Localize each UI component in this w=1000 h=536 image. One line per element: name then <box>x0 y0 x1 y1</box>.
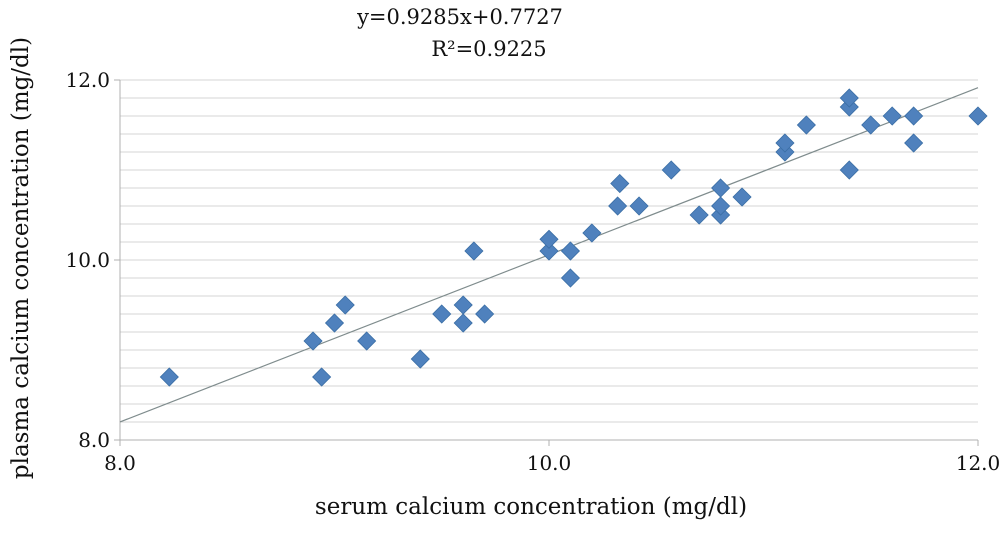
data-point <box>882 106 902 126</box>
data-point <box>312 367 332 387</box>
data-point <box>839 88 859 108</box>
axis-ticks: 8.0 10.0 12.0 8.0 10.0 12.0 <box>65 68 1000 475</box>
data-point <box>711 178 731 198</box>
data-point <box>357 331 377 351</box>
data-point <box>475 304 495 324</box>
x-axis-title: serum calcium concentration (mg/dl) <box>315 494 747 520</box>
data-point <box>861 115 881 135</box>
y-tick-label: 8.0 <box>78 428 110 452</box>
data-point <box>608 196 628 216</box>
data-point <box>453 295 473 315</box>
y-tick-label: 12.0 <box>65 68 110 92</box>
data-point <box>582 223 602 243</box>
data-point <box>303 331 323 351</box>
data-point <box>324 313 345 333</box>
x-tick-label: 12.0 <box>956 451 1000 475</box>
data-point <box>335 295 355 315</box>
data-point <box>732 187 752 207</box>
data-point <box>968 106 988 126</box>
data-point <box>539 229 559 249</box>
data-point <box>610 173 630 194</box>
data-point <box>629 196 649 216</box>
data-points <box>159 88 988 387</box>
data-point <box>796 115 816 135</box>
data-point <box>661 160 681 180</box>
data-point <box>539 241 559 261</box>
data-point <box>904 106 924 126</box>
x-tick-label: 10.0 <box>527 451 572 475</box>
trendline-equation: y=0.9285x+0.7727 <box>356 5 563 29</box>
data-point <box>689 205 709 225</box>
y-tick-label: 10.0 <box>65 248 110 272</box>
data-point <box>904 133 924 153</box>
r-squared-label: R²=0.9225 <box>431 37 546 61</box>
y-axis-title: plasma calcium concentration (mg/dl) <box>8 37 34 479</box>
data-point <box>839 160 859 180</box>
data-point <box>159 367 179 387</box>
data-point <box>453 313 473 333</box>
data-point <box>775 133 795 153</box>
data-point <box>464 241 484 261</box>
data-point <box>560 241 581 261</box>
x-tick-label: 8.0 <box>104 451 136 475</box>
data-point <box>711 196 731 216</box>
data-point <box>410 349 430 369</box>
gridlines <box>120 79 978 423</box>
data-point <box>560 268 581 288</box>
data-point <box>432 304 452 324</box>
